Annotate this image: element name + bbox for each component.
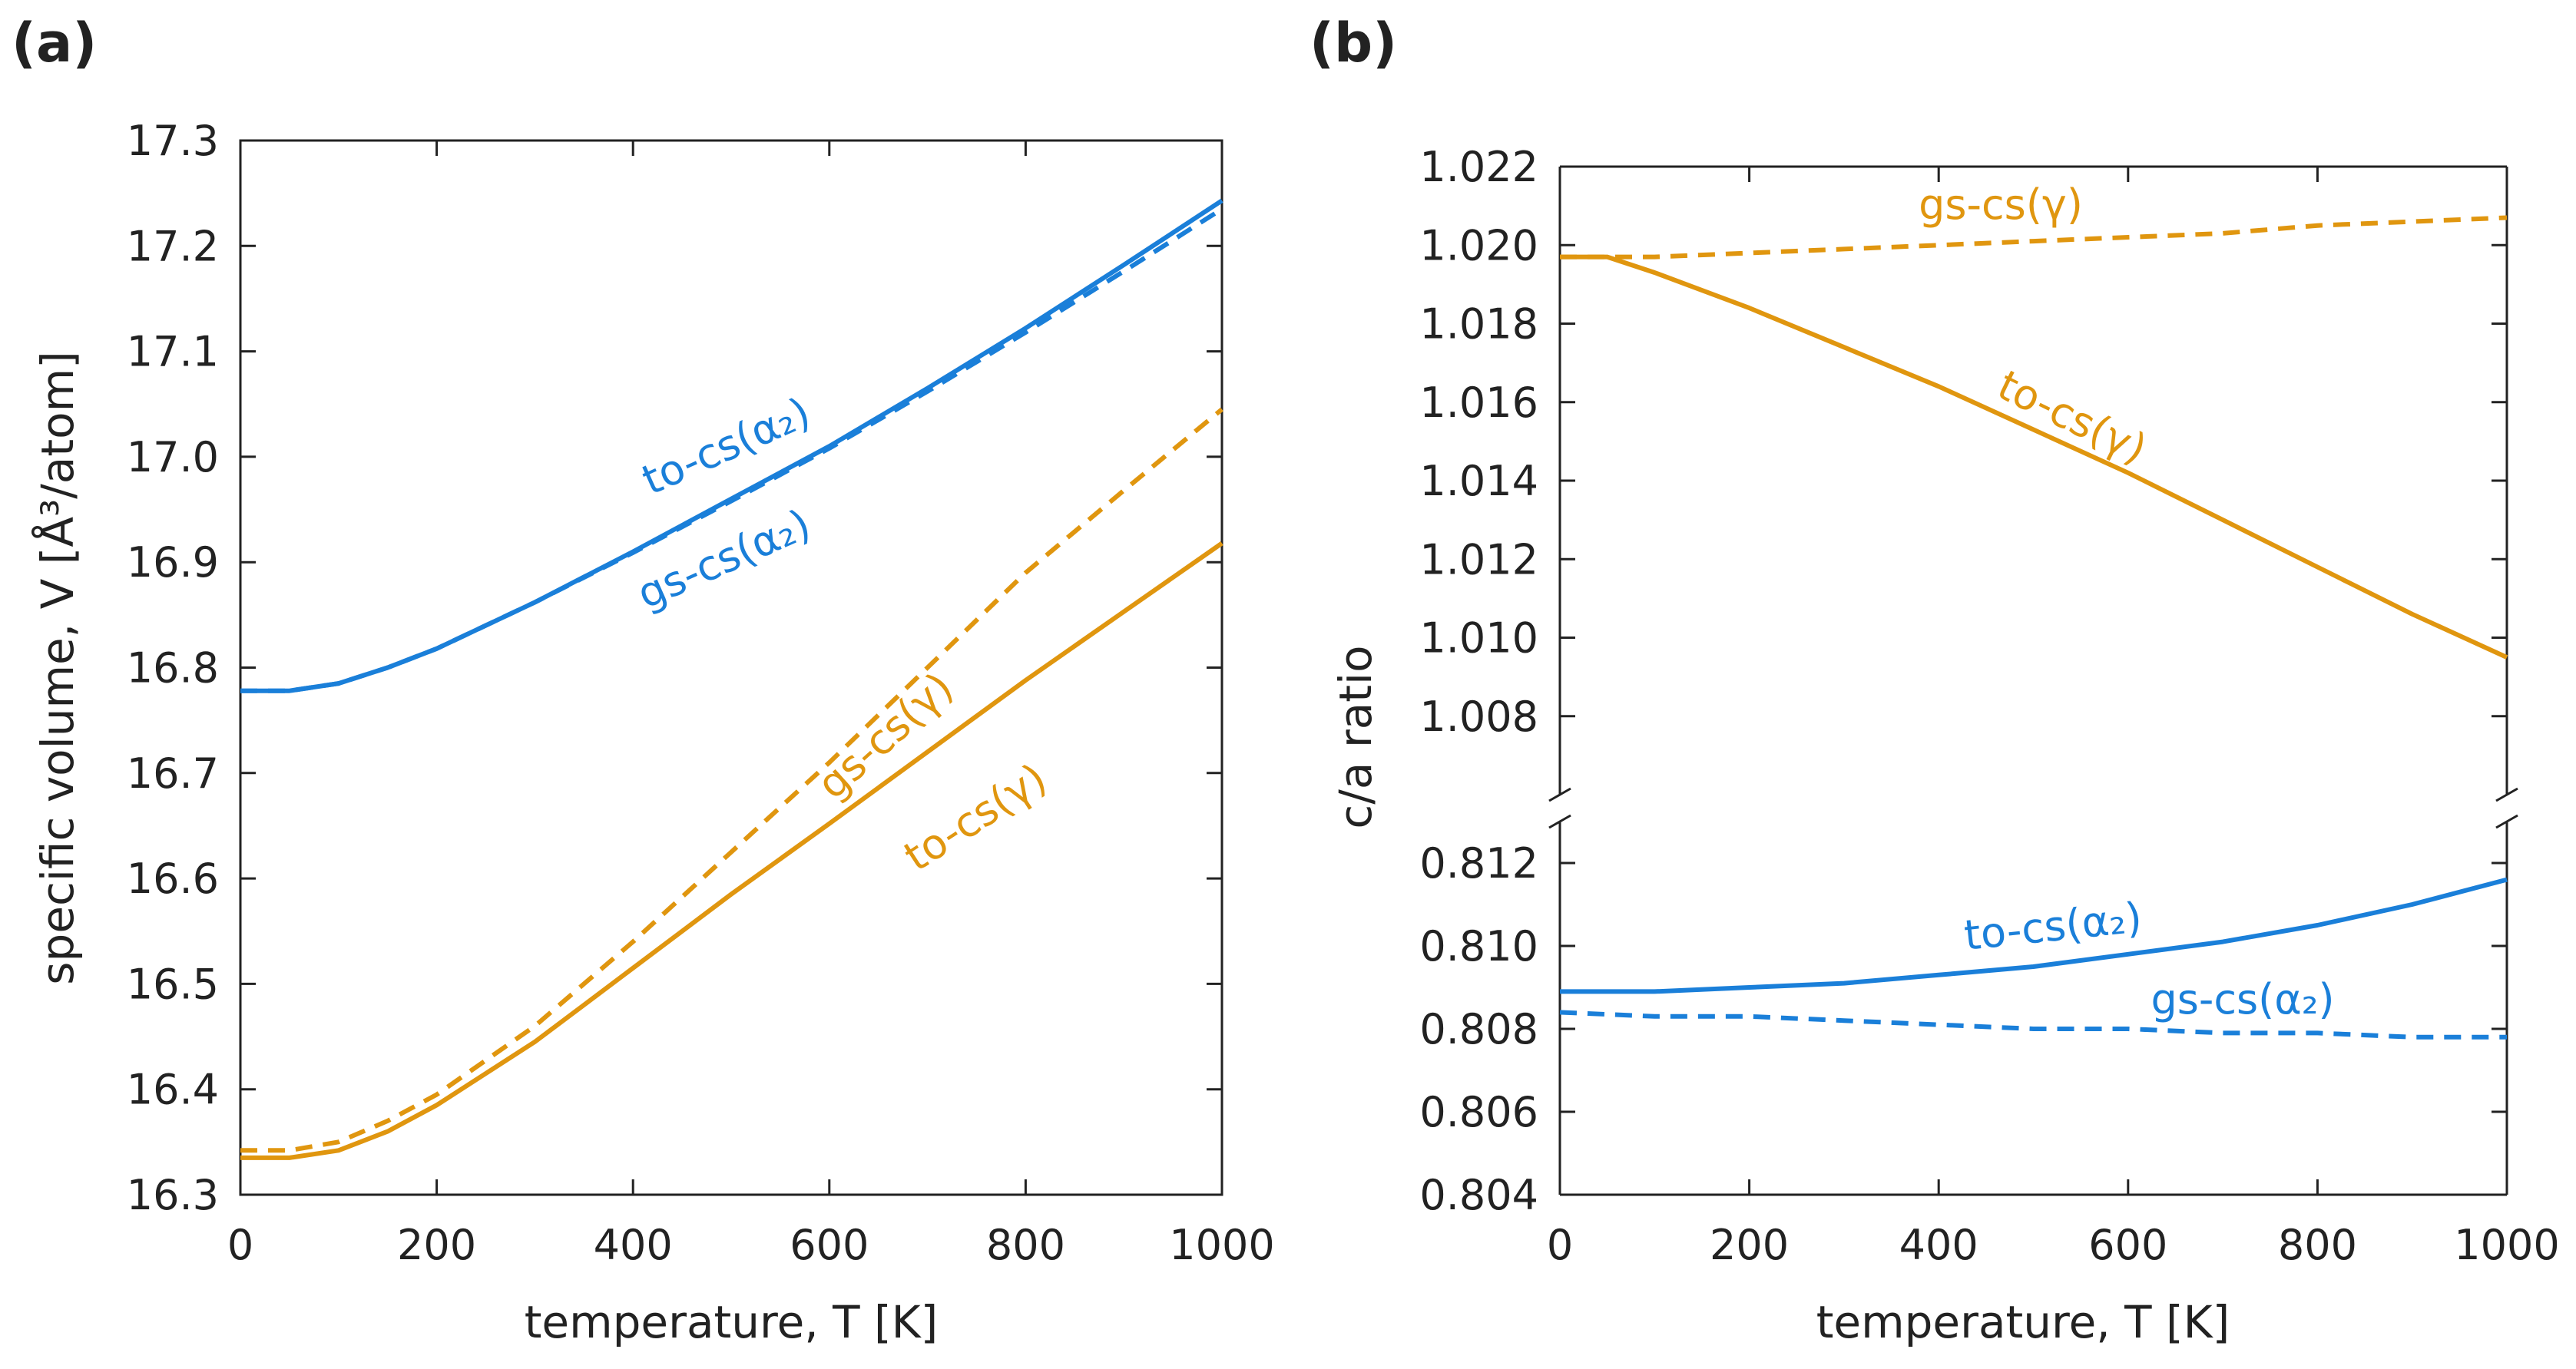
panel-b-tick-labels: 0 200 400 600 800 1000 1.008 1.010 1.012 1.014 1.0… xyxy=(1419,143,2559,1269)
panel-b-ticks xyxy=(1558,165,2508,1196)
panel-b-y-tick-label: 1.016 xyxy=(1419,379,1538,427)
panel-b-y-tick-label: 0.808 xyxy=(1419,1005,1538,1053)
axis-break-mark xyxy=(1548,814,1571,829)
panel-a-y-tick-label: 17.3 xyxy=(127,117,219,165)
panel-b-y-tick-label: 1.008 xyxy=(1419,693,1538,741)
panel-b-series xyxy=(1559,215,2508,1040)
panel-b: (b) 0 200 400 600 800 1000 1.008 1.010 1.012 1.01… xyxy=(1310,12,2560,1348)
panel-a-y-tick-label: 16.6 xyxy=(127,855,219,903)
panel-a-y-tick-label: 16.4 xyxy=(127,1066,219,1114)
panel-b-label-gs-cs-alpha2: gs-cs(α₂) xyxy=(2151,975,2334,1023)
panel-a-label-gs-cs-gamma: gs-cs(γ) xyxy=(808,663,962,809)
panel-b-x-tick-label: 400 xyxy=(1899,1221,1978,1269)
panel-a-y-axis-title: specific volume, V [Å³/atom] xyxy=(31,351,84,984)
panel-a-x-tick-label: 1000 xyxy=(1169,1221,1274,1269)
panel-a-y-tick-label: 16.7 xyxy=(127,749,219,798)
panel-b-y-tick-label: 0.810 xyxy=(1419,922,1538,971)
axis-break-mark xyxy=(1548,787,1571,802)
panel-b-y-tick-label: 0.804 xyxy=(1419,1171,1538,1219)
panel-b-series-line xyxy=(1560,254,2508,660)
panel-a-x-tick-label: 400 xyxy=(594,1221,673,1269)
panel-b-y-tick-label: 1.012 xyxy=(1419,535,1538,584)
panel-b-frame xyxy=(1548,165,2518,1196)
panel-a-y-tick-label: 17.2 xyxy=(127,222,219,270)
panel-b-series-line xyxy=(1560,877,2508,994)
panel-b-x-axis-title: temperature, T [K] xyxy=(1816,1296,2230,1348)
panel-b-label-gs-cs-gamma: gs-cs(γ) xyxy=(1919,180,2083,229)
panel-a-series xyxy=(240,198,1223,1160)
panel-b-series-line xyxy=(1559,1010,2507,1040)
panel-b-x-tick-label: 600 xyxy=(2088,1221,2167,1269)
panel-b-y-tick-label: 1.020 xyxy=(1419,221,1538,270)
panel-a-tick-labels: 0 200 400 600 800 1000 16.3 16.4 16.5 16.6 16.7 16.… xyxy=(127,117,1275,1269)
panel-b-x-tick-label: 800 xyxy=(2278,1221,2357,1269)
panel-a-label-to-cs-gamma: to-cs(γ) xyxy=(896,754,1055,881)
panel-b-y-axis-title: c/a ratio xyxy=(1329,645,1382,828)
panel-a-x-tick-label: 0 xyxy=(227,1221,253,1269)
panel-b-series-line xyxy=(1560,215,2508,260)
panel-a-y-tick-label: 16.9 xyxy=(127,538,219,587)
panel-a-ticks xyxy=(239,139,1223,1196)
panel-a-x-tick-label: 800 xyxy=(986,1221,1065,1269)
panel-a-y-tick-label: 17.1 xyxy=(127,328,219,376)
panel-b-y-tick-label: 0.812 xyxy=(1419,839,1538,888)
panel-b-label-to-cs-gamma: to-cs(γ) xyxy=(1990,361,2154,474)
panel-a-series-line xyxy=(240,541,1223,1160)
panel-b-y-tick-label: 1.018 xyxy=(1419,300,1538,349)
panel-a-y-tick-label: 16.3 xyxy=(127,1171,219,1219)
panel-a-x-tick-label: 600 xyxy=(790,1221,869,1269)
panel-b-letter: (b) xyxy=(1310,12,1397,74)
panel-a-x-tick-label: 200 xyxy=(397,1221,476,1269)
panel-a-series-line xyxy=(240,407,1223,1153)
panel-a-y-tick-label: 16.8 xyxy=(127,644,219,693)
panel-a: (a) 0 200 400 600 800 1000 16.3 16.4 16.5 16.6 16.… xyxy=(12,12,1275,1348)
panel-a-series-line xyxy=(240,207,1223,693)
panel-b-y-tick-label: 1.010 xyxy=(1419,614,1538,663)
panel-a-label-to-cs-alpha2: to-cs(α₂) xyxy=(635,388,817,504)
panel-a-x-axis-title: temperature, T [K] xyxy=(525,1296,939,1348)
panel-a-letter: (a) xyxy=(12,12,97,74)
panel-b-y-tick-label: 1.014 xyxy=(1419,457,1538,505)
axis-break-mark xyxy=(2495,814,2518,829)
panel-b-x-tick-label: 1000 xyxy=(2454,1221,2559,1269)
panel-a-y-tick-label: 17.0 xyxy=(127,433,219,481)
panel-b-label-to-cs-alpha2: to-cs(α₂) xyxy=(1962,893,2144,960)
panel-a-y-tick-label: 16.5 xyxy=(127,960,219,1008)
axis-break-mark xyxy=(2495,787,2518,802)
panel-b-x-tick-label: 0 xyxy=(1547,1221,1573,1269)
panel-b-y-tick-label: 0.806 xyxy=(1419,1088,1538,1136)
panel-b-x-tick-label: 200 xyxy=(1710,1221,1789,1269)
panel-b-y-tick-label: 1.022 xyxy=(1419,143,1538,191)
panel-a-label-gs-cs-alpha2: gs-cs(α₂) xyxy=(630,500,817,619)
